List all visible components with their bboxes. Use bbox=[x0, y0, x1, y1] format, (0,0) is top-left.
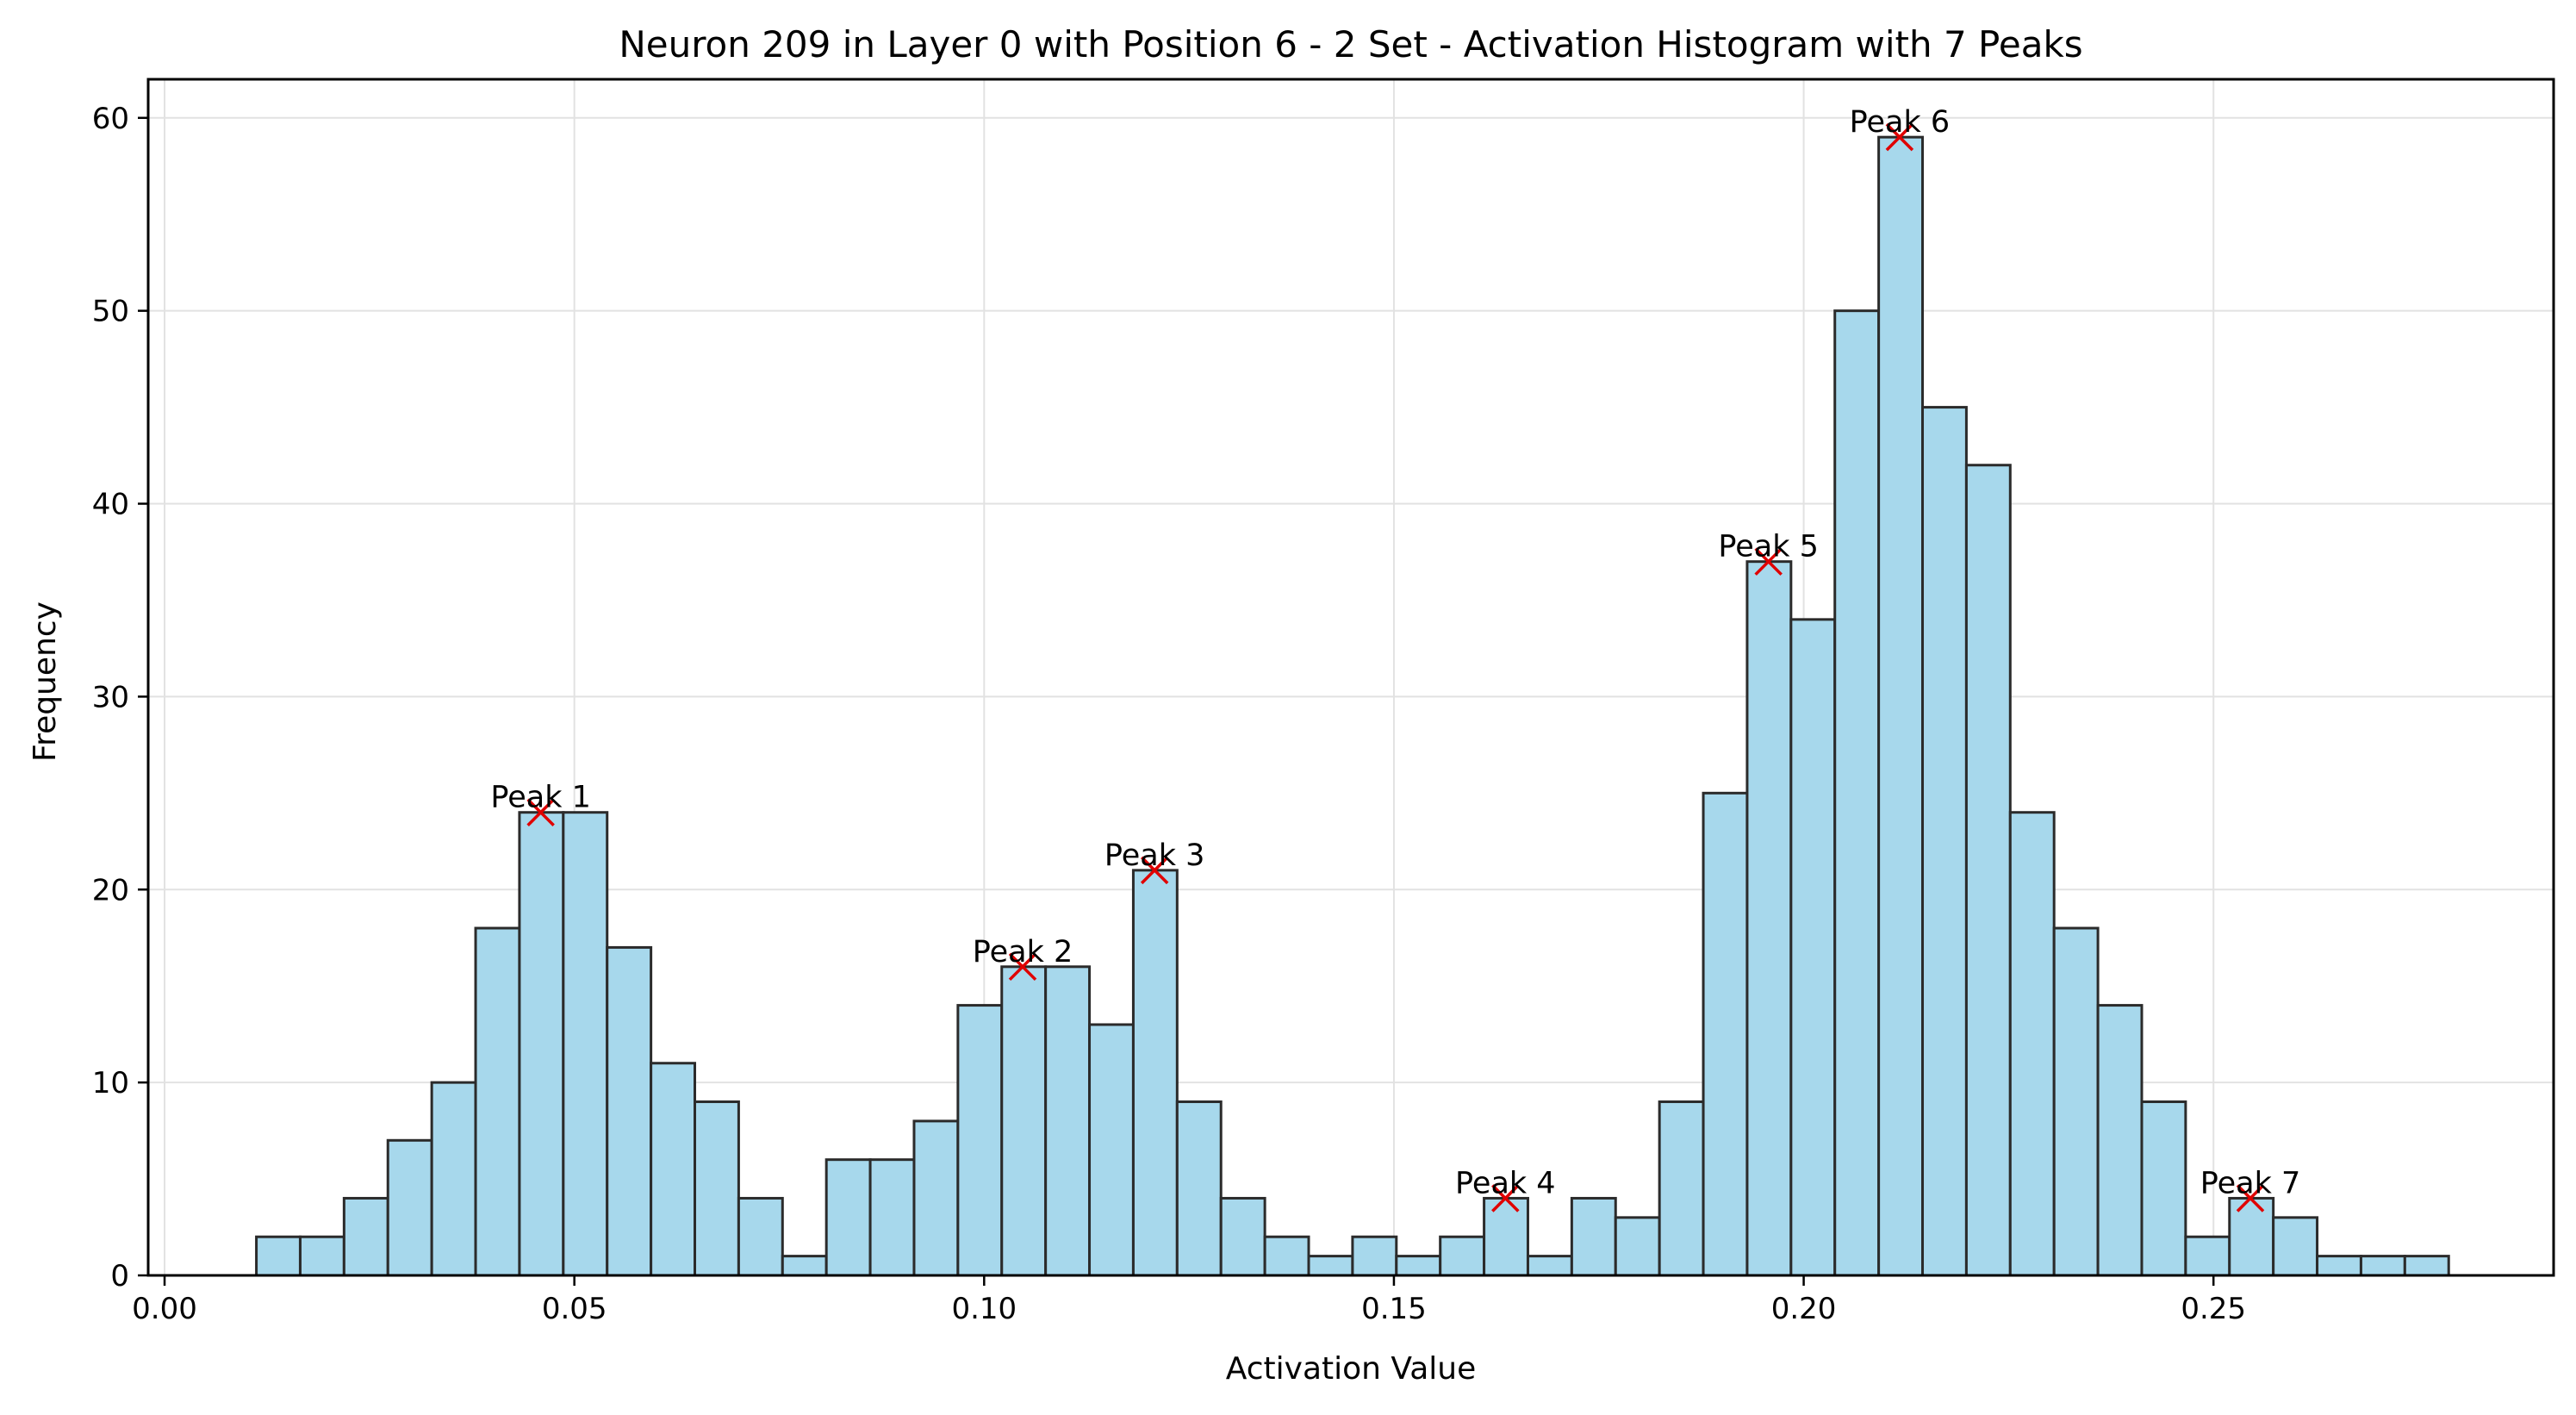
y-tick-label: 60 bbox=[92, 102, 129, 136]
x-tick-label: 0.10 bbox=[951, 1292, 1017, 1326]
x-tick-label: 0.20 bbox=[1771, 1292, 1837, 1326]
histogram-bar bbox=[1702, 791, 1749, 1277]
histogram-bar bbox=[956, 1004, 1004, 1277]
histogram-bar bbox=[2008, 811, 2056, 1277]
peak-label: Peak 4 bbox=[1455, 1166, 1556, 1200]
peak-x-stroke bbox=[1491, 1184, 1520, 1212]
histogram-bar bbox=[1483, 1196, 1529, 1277]
peak-label: Peak 3 bbox=[1104, 838, 1205, 873]
y-tick-label: 50 bbox=[92, 295, 129, 329]
histogram-bars bbox=[255, 135, 2450, 1277]
x-axis-ticks: 0.00 0.05 0.10 0.15 0.20 0.25 bbox=[132, 1275, 2246, 1326]
histogram-bar bbox=[1307, 1255, 1354, 1277]
y-tick-label: 0 bbox=[110, 1259, 129, 1293]
histogram-bar bbox=[1833, 309, 1881, 1277]
peak-x-stroke bbox=[1885, 122, 1914, 152]
histogram-bar bbox=[1439, 1235, 1486, 1277]
histogram-bar bbox=[2359, 1255, 2406, 1277]
y-axis-ticks: 0 10 20 30 40 50 60 bbox=[92, 102, 148, 1293]
peak-label: Peak 7 bbox=[2200, 1166, 2301, 1200]
histogram-bar bbox=[1044, 965, 1092, 1277]
histogram-bar bbox=[562, 811, 609, 1277]
histogram-bar bbox=[1263, 1235, 1310, 1277]
x-axis-label: Activation Value bbox=[1226, 1351, 1477, 1387]
axes bbox=[146, 78, 2555, 1277]
peak-label: Peak 6 bbox=[1850, 105, 1951, 140]
peak-x-stroke bbox=[1754, 547, 1783, 576]
histogram-bar bbox=[1000, 965, 1048, 1277]
histogram-bar bbox=[912, 1119, 960, 1277]
histogram-bar bbox=[2052, 926, 2100, 1277]
histogram-bar bbox=[2316, 1255, 2362, 1277]
peak-x-stroke bbox=[526, 798, 555, 826]
y-tick-label: 40 bbox=[92, 488, 129, 522]
peak-markers: Peak 1 Peak 2 Peak 3 Peak 4 Peak 5 Peak 6 Peak… bbox=[490, 105, 2301, 1212]
peak-marker bbox=[1008, 952, 1037, 982]
histogram-bar bbox=[1131, 869, 1179, 1277]
histogram-bar bbox=[737, 1196, 784, 1277]
histogram-bar bbox=[1614, 1216, 1661, 1277]
histogram-bar bbox=[868, 1158, 916, 1277]
peak-marker bbox=[1754, 547, 1783, 576]
y-tick-label: 30 bbox=[92, 680, 129, 714]
x-tick-label: 0.05 bbox=[542, 1292, 607, 1326]
peak-marker bbox=[526, 798, 555, 826]
peak-label: Peak 1 bbox=[490, 781, 591, 815]
histogram-bar bbox=[1921, 406, 1968, 1277]
histogram-bar bbox=[1526, 1255, 1573, 1277]
histogram-bar bbox=[2228, 1196, 2275, 1277]
x-tick-label: 0.00 bbox=[132, 1292, 197, 1326]
histogram-bar bbox=[1658, 1100, 1705, 1277]
y-axis-label: Frequency bbox=[28, 602, 63, 762]
peak-x-stroke bbox=[1140, 856, 1169, 885]
x-tick-label: 0.25 bbox=[2181, 1292, 2246, 1326]
histogram-bar bbox=[1964, 464, 2012, 1277]
chart-title: Neuron 209 in Layer 0 with Position 6 - … bbox=[619, 23, 2082, 65]
y-tick-label: 20 bbox=[92, 873, 129, 907]
histogram-bar bbox=[2096, 1004, 2144, 1277]
histogram-bar bbox=[386, 1138, 433, 1277]
histogram-bar bbox=[2272, 1216, 2319, 1277]
histogram-bar bbox=[1219, 1196, 1266, 1277]
peak-x-stroke bbox=[1008, 952, 1037, 982]
histogram-bar bbox=[474, 926, 521, 1277]
histogram-bar bbox=[694, 1100, 740, 1277]
histogram-bar bbox=[1570, 1196, 1617, 1277]
histogram-bar bbox=[1175, 1100, 1223, 1277]
peak-marker bbox=[1885, 122, 1914, 152]
peak-marker bbox=[2236, 1184, 2265, 1212]
peak-label: Peak 5 bbox=[1718, 530, 1819, 564]
peak-marker bbox=[1491, 1184, 1520, 1212]
histogram-bar bbox=[1395, 1255, 1442, 1277]
peak-label: Peak 2 bbox=[973, 935, 1073, 969]
peak-marker bbox=[1140, 856, 1169, 885]
histogram-bar bbox=[824, 1158, 872, 1277]
histogram-bar bbox=[606, 945, 653, 1277]
histogram-bar bbox=[650, 1062, 697, 1277]
histogram-bar bbox=[430, 1081, 477, 1277]
y-tick-label: 10 bbox=[92, 1066, 129, 1100]
histogram-bar bbox=[342, 1196, 389, 1277]
histogram-bar bbox=[781, 1255, 828, 1277]
histogram-bar bbox=[518, 811, 565, 1277]
histogram-bar bbox=[1088, 1023, 1135, 1277]
x-tick-label: 0.15 bbox=[1361, 1292, 1427, 1326]
peak-x-stroke bbox=[2236, 1184, 2265, 1212]
histogram-bar bbox=[1789, 618, 1837, 1277]
histogram-bar bbox=[1745, 560, 1793, 1277]
histogram-bar bbox=[2140, 1100, 2187, 1277]
plot-frame bbox=[146, 78, 2555, 1277]
histogram-bar bbox=[1351, 1235, 1398, 1277]
histogram-bar bbox=[1877, 135, 1925, 1277]
histogram-bar bbox=[2403, 1255, 2450, 1277]
histogram-bar bbox=[298, 1235, 345, 1277]
histogram-bar bbox=[255, 1235, 302, 1277]
histogram-bar bbox=[2184, 1235, 2231, 1277]
